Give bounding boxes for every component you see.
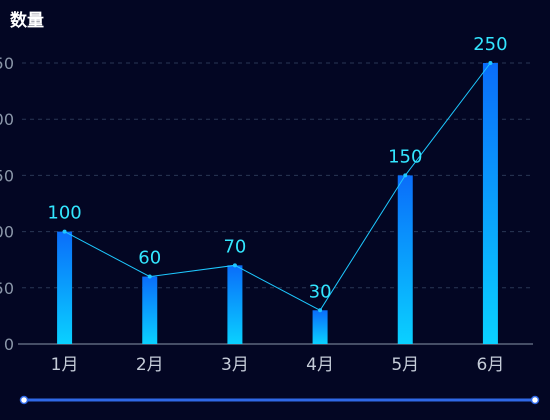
- y-tick-label: 250: [0, 54, 14, 73]
- data-label: 30: [309, 281, 332, 302]
- bar-series: [57, 63, 498, 344]
- chart-title: 数量: [10, 11, 44, 31]
- y-tick-label: 0: [4, 335, 14, 354]
- data-label: 70: [223, 236, 246, 257]
- zoom-start-handle[interactable]: [19, 395, 29, 405]
- data-label: 150: [388, 146, 422, 167]
- line-point: [403, 173, 408, 178]
- x-tick-label: 4月: [306, 355, 334, 375]
- y-tick-label: 200: [0, 110, 14, 129]
- x-tick-label: 1月: [51, 355, 79, 375]
- y-axis: 0 50 100 150 200 250: [0, 54, 14, 354]
- y-tick-label: 50: [0, 279, 14, 298]
- x-tick-label: 5月: [391, 355, 419, 375]
- y-tick-label: 100: [0, 223, 14, 242]
- line-point: [147, 274, 152, 279]
- data-label: 250: [473, 34, 507, 55]
- line-point: [318, 308, 323, 313]
- line-point: [62, 229, 67, 234]
- x-axis: 1月 2月 3月 4月 5月 6月: [51, 355, 505, 375]
- x-tick-label: 2月: [136, 355, 164, 375]
- series-line: [64, 62, 491, 311]
- line-point: [488, 61, 493, 65]
- bar: [142, 276, 158, 344]
- bar: [227, 265, 243, 344]
- zoom-end-handle[interactable]: [530, 395, 540, 405]
- bar: [57, 231, 73, 344]
- data-label: 100: [47, 203, 81, 224]
- grid-lines: [18, 62, 533, 345]
- line-series: [62, 61, 493, 313]
- data-labels: 100 60 70 30 150 250: [47, 34, 507, 302]
- x-tick-label: 3月: [221, 355, 249, 375]
- data-zoom-slider[interactable]: [19, 395, 540, 405]
- bar: [397, 175, 413, 344]
- data-label: 60: [138, 248, 161, 269]
- bar: [482, 63, 498, 344]
- x-tick-label: 6月: [477, 355, 505, 375]
- line-point: [232, 263, 237, 268]
- bar: [312, 310, 328, 344]
- y-tick-label: 150: [0, 166, 14, 185]
